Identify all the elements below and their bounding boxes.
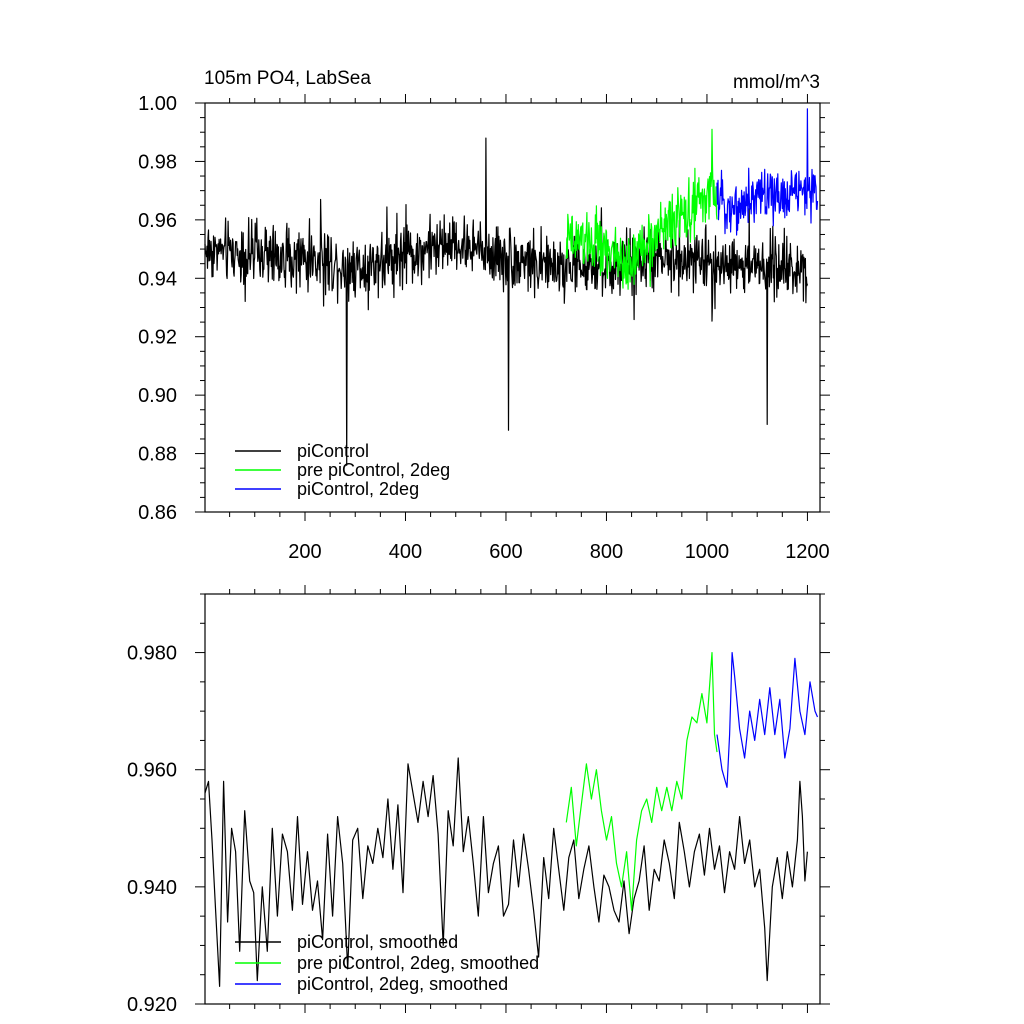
bottom-series-line-3	[716, 652, 819, 788]
top-chart-title: 105m PO4, LabSea	[204, 68, 371, 89]
top-x-tick-label: 1000	[685, 541, 730, 563]
top-x-tick-label: 800	[590, 541, 623, 563]
top-series-line-2	[565, 128, 718, 290]
top-x-tick-label: 1200	[785, 541, 830, 563]
bottom-legend-label-2: pre piControl, 2deg, smoothed	[297, 953, 539, 973]
top-y-tick-label: 0.96	[138, 210, 177, 232]
bottom-y-tick-label: 0.940	[127, 877, 177, 899]
bottom-series-line-1	[204, 757, 808, 987]
bottom-panel: 0.920 0.940 0.960 0.980 piControl, smoothed…	[127, 585, 830, 1016]
top-x-tick-label: 400	[389, 541, 422, 563]
top-chart-units: mmol/m^3	[733, 72, 820, 93]
top-x-tick-label: 600	[489, 541, 522, 563]
bottom-series-group	[204, 652, 819, 987]
bottom-series-line-2	[565, 652, 718, 911]
bottom-axes: 0.920 0.940 0.960 0.980	[127, 585, 830, 1016]
top-series-line-1	[204, 137, 808, 466]
top-x-tick-label: 200	[288, 541, 321, 563]
top-legend-label-2: pre piControl, 2deg	[297, 460, 450, 480]
top-legend-label-3: piControl, 2deg	[297, 479, 419, 499]
top-series-group	[204, 108, 819, 466]
bottom-legend-label-1: piControl, smoothed	[297, 932, 458, 952]
top-panel: 105m PO4, LabSea mmol/m^3 200 400 600 800 10…	[138, 68, 830, 563]
bottom-legend-label-3: piControl, 2deg, smoothed	[297, 974, 508, 994]
top-series-line-3	[716, 108, 819, 236]
top-y-tick-label: 0.90	[138, 385, 177, 407]
bottom-y-tick-label: 0.920	[127, 994, 177, 1016]
top-legend-label-1: piControl	[297, 441, 369, 461]
top-y-tick-label: 0.92	[138, 327, 177, 349]
bottom-y-tick-label: 0.960	[127, 760, 177, 782]
top-y-tick-label: 0.98	[138, 151, 177, 173]
top-y-tick-label: 0.86	[138, 502, 177, 524]
top-axes: 200 400 600 800 1000 1200 0.86 0.88 0.90 0.92 0.94…	[138, 93, 830, 563]
top-y-tick-label: 0.94	[138, 268, 177, 290]
top-y-tick-label: 0.88	[138, 444, 177, 466]
bottom-y-tick-label: 0.980	[127, 643, 177, 665]
top-y-tick-label: 1.00	[138, 93, 177, 115]
